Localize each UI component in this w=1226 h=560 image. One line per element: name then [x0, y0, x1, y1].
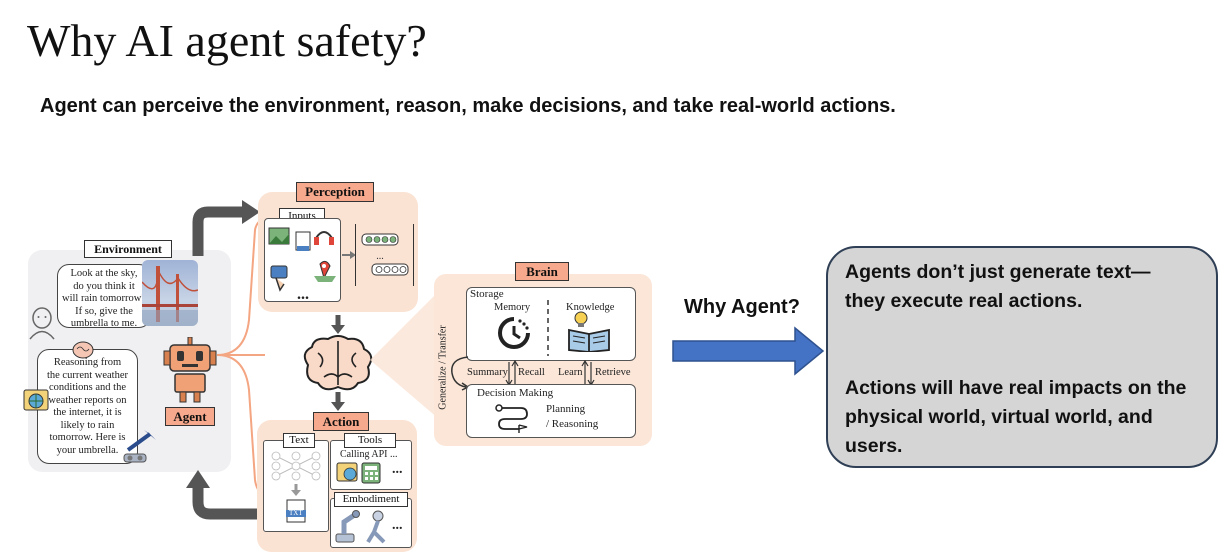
robot-arm-icons [335, 510, 386, 544]
bubble-line: weather reports on [48, 394, 127, 406]
memory-label: Memory [494, 302, 531, 313]
brain-to-action-arrow [331, 392, 345, 411]
bubble-line: will rain tomorrow? [62, 293, 146, 304]
user-icon [29, 307, 55, 340]
knowledge-label: Knowledge [566, 302, 615, 313]
calling-api-label: Calling API ... [340, 449, 398, 460]
neural-network-icon [271, 451, 321, 523]
callout-line: users. [845, 435, 903, 457]
bubble-line: do you think it [73, 280, 135, 292]
generalize-transfer-label: Generalize / Transfer [437, 325, 449, 410]
robot-agent-icon [163, 337, 217, 403]
decision-making-label: Decision Making [477, 387, 554, 399]
bubble-line: likely to rain [60, 419, 115, 431]
tools-ellipsis: ... [392, 462, 403, 477]
embodiment-ellipsis: ... [392, 518, 403, 533]
summary-label: Summary [467, 367, 508, 378]
environment-label: Environment [84, 240, 172, 258]
bubble-line: Look at the sky, [70, 268, 138, 279]
bubble-line: the current weather [46, 369, 129, 381]
reasoning-label: / Reasoning [546, 418, 599, 430]
bubble-line: the internet, it is [53, 407, 122, 418]
recall-label: Recall [518, 367, 545, 378]
slide-subtitle: Agent can perceive the environment, reas… [40, 95, 896, 117]
key-takeaway-callout: Agents don’t just generate text— they ex… [826, 246, 1218, 468]
mini-brain-icon [72, 341, 94, 359]
storage-decision-arrows [505, 360, 595, 386]
user-speech-bubble: Look at the sky, do you think it will ra… [57, 264, 151, 329]
golden-gate-bridge-image [142, 260, 198, 326]
txt-badge: TXT [289, 509, 303, 517]
memory-clock-icon [498, 317, 530, 349]
loop-arrows [186, 200, 260, 520]
brain-label: Brain [515, 262, 569, 281]
bubble-line: your umbrella. [56, 444, 119, 456]
tools-label: Tools [344, 433, 396, 448]
callout-line: Agents don’t just generate text— [845, 261, 1151, 283]
embodiment-label: Embodiment [334, 492, 408, 507]
bubble-line: tomorrow. Here is [49, 432, 126, 443]
bubble-line: Reasoning from [53, 357, 122, 368]
agent-diagram: Environment Look at the sky, do you thin… [23, 182, 652, 552]
globe-browser-icon [23, 389, 49, 411]
why-agent-label: Why Agent? [684, 296, 800, 318]
knowledge-book-icon [568, 311, 610, 352]
token-sequence-box [355, 224, 414, 286]
decision-making-box [466, 384, 636, 438]
action-label: Action [313, 412, 369, 431]
planning-label: Planning [546, 403, 586, 415]
storage-label: Storage [470, 288, 504, 300]
callout-line: Actions will have real impacts on the [845, 377, 1187, 399]
perception-encoding-arrow [342, 251, 356, 259]
text-action-label: Text [283, 433, 315, 448]
slide-title: Why AI agent safety? [27, 15, 427, 66]
retrieve-label: Retrieve [595, 367, 631, 378]
perception-ellipsis: ... [297, 286, 309, 303]
callout-line: they execute real actions. [845, 290, 1083, 312]
bubble-line: umbrella to me. [70, 318, 138, 329]
learn-label: Learn [558, 367, 583, 378]
brain-icon [303, 335, 373, 391]
svg-text:...: ... [376, 251, 384, 262]
bubble-line: If so, give the [75, 305, 133, 317]
perception-to-brain-arrow [331, 315, 345, 334]
agent-label: Agent [165, 407, 215, 426]
input-modalities-icons [268, 227, 336, 292]
why-agent-arrow [672, 326, 825, 376]
callout-line: physical world, virtual world, and [845, 406, 1153, 428]
storage-divider [547, 300, 549, 356]
umbrella-icon [123, 430, 156, 463]
perception-label: Perception [296, 182, 374, 202]
planning-path-icon [495, 404, 528, 433]
token-embedding-icons: ... [361, 233, 409, 276]
bubble-line: conditions and the [49, 382, 126, 393]
brain-zoom-cone [370, 290, 440, 420]
tools-icons [336, 462, 381, 484]
